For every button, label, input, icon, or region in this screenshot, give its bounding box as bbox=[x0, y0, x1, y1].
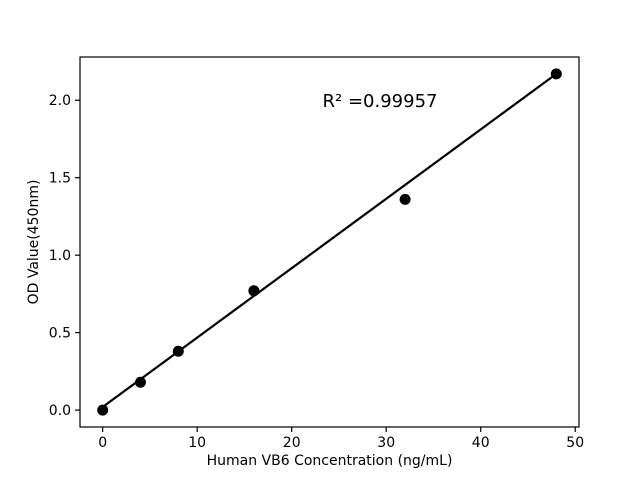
x-axis-label: Human VB6 Concentration (ng/mL) bbox=[207, 453, 453, 469]
data-point bbox=[97, 404, 109, 416]
data-point bbox=[399, 193, 411, 205]
y-tick-label: 1.0 bbox=[49, 248, 71, 264]
x-tick-label: 40 bbox=[472, 435, 490, 451]
y-tick-label: 0.5 bbox=[49, 326, 71, 342]
r-squared-annotation: R² =0.99957 bbox=[323, 91, 438, 112]
y-tick-label: 2.0 bbox=[49, 93, 71, 109]
x-tick-label: 10 bbox=[188, 435, 206, 451]
plot-frame bbox=[79, 56, 580, 428]
data-point bbox=[172, 345, 184, 357]
x-tick-label: 0 bbox=[98, 435, 107, 451]
y-axis-label: OD Value(450nm) bbox=[26, 180, 42, 305]
x-tick-label: 20 bbox=[283, 435, 301, 451]
y-tick-label: 1.5 bbox=[49, 171, 71, 187]
data-point bbox=[134, 376, 146, 388]
data-point bbox=[550, 68, 562, 80]
x-tick-label: 50 bbox=[566, 435, 584, 451]
x-tick-label: 30 bbox=[377, 435, 395, 451]
data-point bbox=[248, 285, 260, 297]
y-tick-label: 0.0 bbox=[49, 403, 71, 419]
